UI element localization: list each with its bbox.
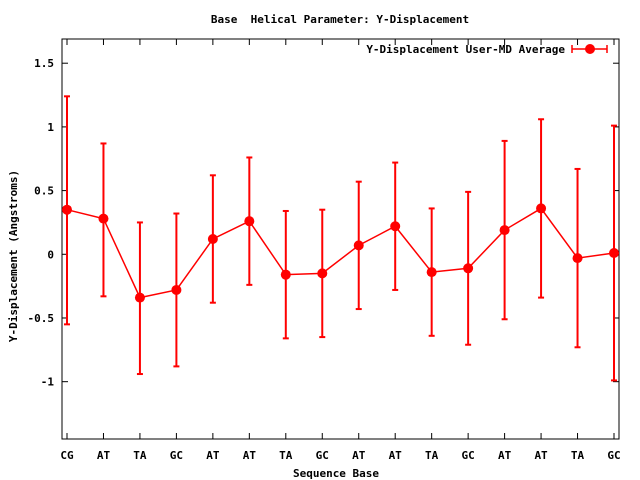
x-tick-label: TA [279, 449, 293, 462]
y-tick-label: 0.5 [34, 185, 54, 198]
series-layer [62, 95, 619, 382]
x-tick-label: AT [534, 449, 548, 462]
data-point [134, 292, 145, 303]
x-tick-label: GC [316, 449, 329, 462]
data-point [353, 240, 364, 251]
data-point [280, 269, 291, 280]
x-tick-label: GC [170, 449, 183, 462]
x-tick-label: GC [462, 449, 475, 462]
y-tick-label: 1 [47, 121, 54, 134]
data-point [207, 234, 218, 244]
data-point [609, 248, 619, 259]
x-tick-label: AT [352, 449, 366, 462]
legend: Y-Displacement User-MD Average [366, 43, 608, 56]
series-line [66, 207, 615, 299]
data-point [572, 253, 583, 264]
data-point [244, 216, 255, 227]
data-point [463, 263, 474, 274]
data-point [62, 204, 72, 215]
x-tick-label: TA [571, 449, 585, 462]
legend-label: Y-Displacement User-MD Average [366, 43, 565, 56]
y-tick-label: 0 [47, 248, 54, 261]
data-point [317, 268, 328, 279]
y-axis-label: Y-Displacement (Angstroms) [7, 170, 20, 342]
x-tick-label: TA [133, 449, 147, 462]
data-point [426, 267, 437, 278]
y-tick-label: 1.5 [34, 57, 54, 70]
data-point [390, 221, 401, 232]
y-tick-label: -1 [41, 376, 55, 389]
x-tick-label: AT [389, 449, 403, 462]
x-tick-label: AT [498, 449, 512, 462]
x-tick-label: TA [425, 449, 439, 462]
x-tick-label: GC [607, 449, 620, 462]
y-tick-label: -0.5 [28, 312, 55, 325]
data-point [171, 284, 182, 295]
data-point [98, 213, 109, 224]
plot-frame [61, 38, 620, 440]
x-tick-label: AT [97, 449, 111, 462]
chart-title: Base Helical Parameter: Y-Displacement [211, 13, 469, 26]
legend-marker [585, 44, 595, 54]
x-tick-label: CG [60, 449, 74, 462]
x-axis: CG AT TA GC AT AT TA GC AT AT TA GC AT AT TA GC [60, 39, 621, 462]
x-tick-label: AT [206, 449, 220, 462]
data-point [499, 225, 510, 236]
x-tick-label: AT [243, 449, 257, 462]
data-point [536, 203, 547, 214]
x-axis-label: Sequence Base [293, 467, 379, 480]
